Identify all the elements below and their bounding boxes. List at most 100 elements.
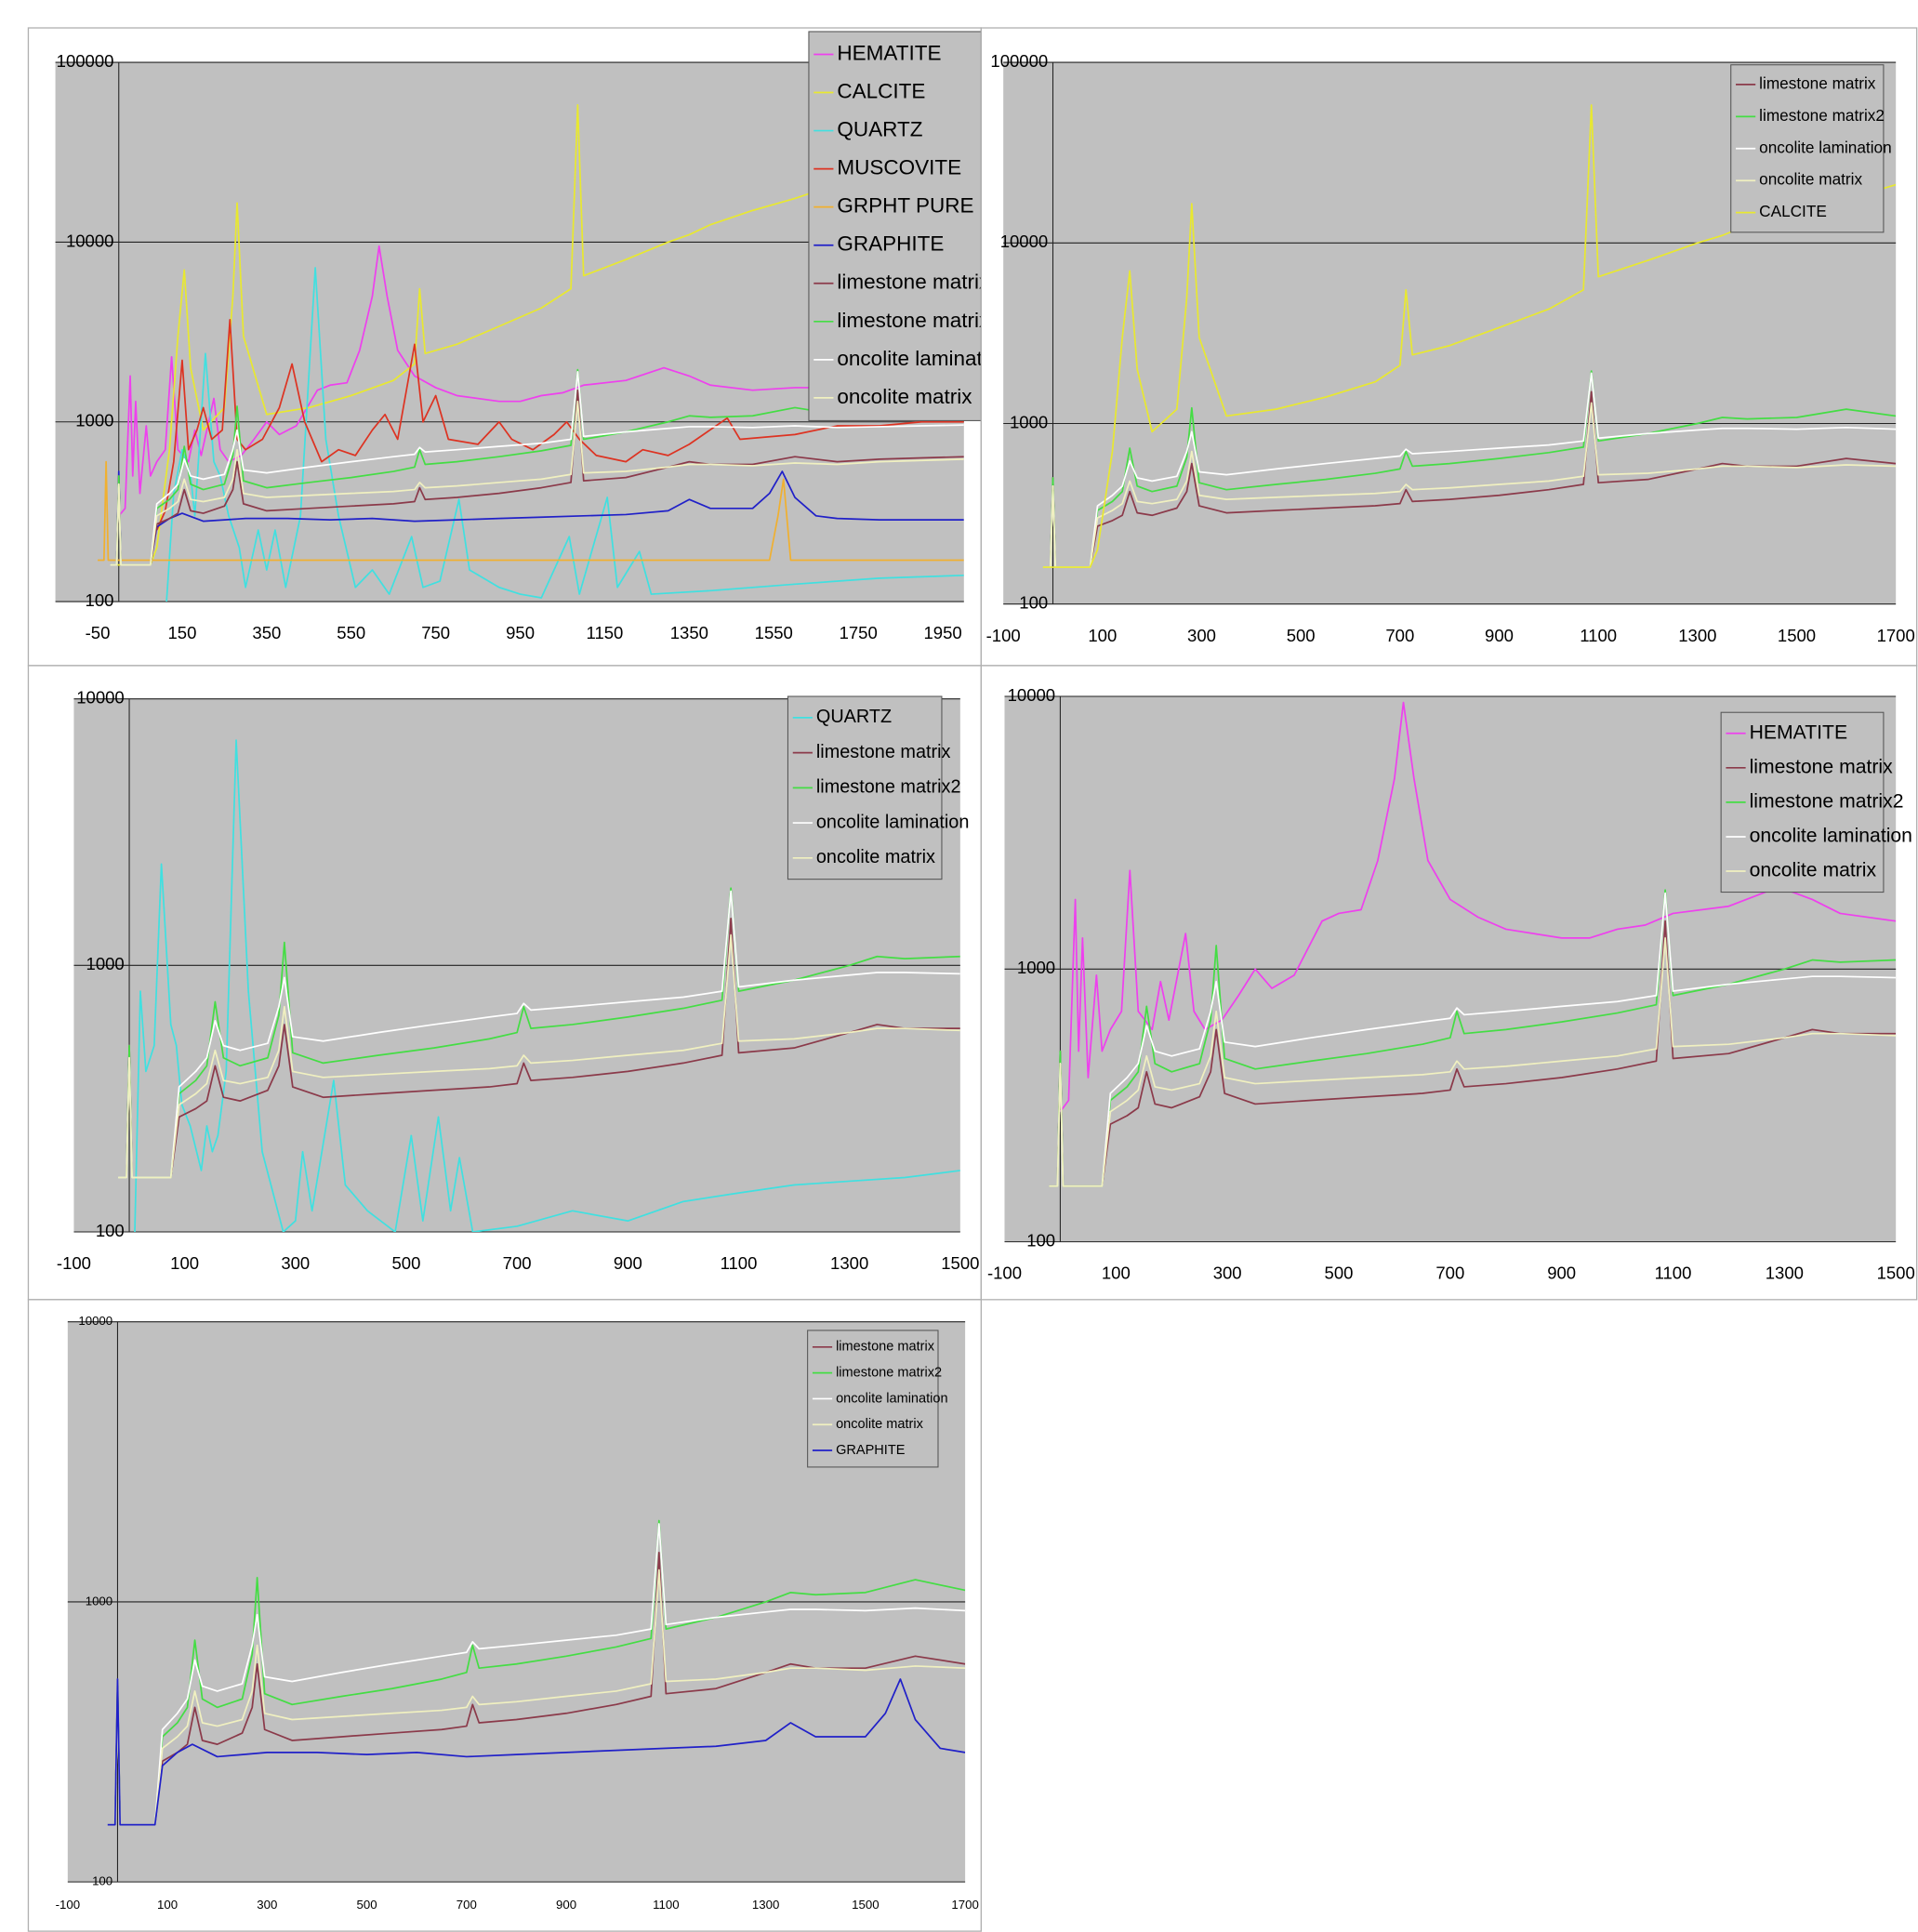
legend-label: limestone matrix [836, 1340, 935, 1355]
x-tick-label: 700 [1435, 1264, 1464, 1283]
legend-label: GRAPHITE [836, 1443, 906, 1458]
x-tick-label: 1300 [1678, 626, 1716, 645]
legend-label: limestone matrix [816, 742, 951, 762]
y-tick-label: 10000 [1008, 685, 1056, 705]
series-line [165, 267, 964, 602]
legend-label: limestone matrix [837, 271, 990, 294]
x-tick-label: 350 [252, 623, 281, 642]
series-line [110, 400, 964, 566]
legend-box [1730, 64, 1885, 233]
x-tick-label: 900 [1547, 1264, 1576, 1283]
legend-box [808, 31, 982, 421]
series-group [118, 739, 960, 1233]
series-line [1042, 104, 1897, 568]
legend-label: oncolite lamination [836, 1391, 948, 1406]
series-line [107, 1678, 966, 1826]
x-tick-label: 1100 [721, 1253, 758, 1273]
legend-label: oncolite matrix [1750, 860, 1877, 881]
series-line [118, 245, 964, 517]
legend-label: limestone matrix2 [1759, 106, 1885, 125]
legend-label: limestone matrix2 [837, 309, 1000, 332]
x-tick-label: 1700 [951, 1898, 978, 1912]
legend-label: HEMATITE [1750, 721, 1847, 743]
y-tick-label: 100 [1019, 593, 1048, 613]
x-tick-label: 150 [167, 623, 196, 642]
y-tick-label: 100000 [57, 51, 114, 71]
legend-label: GRPHT PURE [837, 194, 973, 218]
legend-label: oncolite matrix [837, 385, 972, 408]
y-tick-label: 10000 [78, 1314, 112, 1328]
series-group [1042, 104, 1897, 568]
x-tick-label: 900 [556, 1898, 576, 1912]
series-line [155, 319, 964, 531]
x-tick-label: -100 [986, 626, 1021, 645]
series-line [1049, 937, 1897, 1187]
legend-label: oncolite lamination [816, 812, 970, 832]
legend-label: QUARTZ [816, 707, 892, 727]
x-tick-label: 1500 [941, 1253, 979, 1273]
x-tick-label: 700 [503, 1253, 532, 1273]
x-tick-label: -100 [56, 1898, 80, 1912]
x-tick-label: 1300 [830, 1253, 868, 1273]
x-tick-label: 1150 [587, 623, 624, 642]
series-line [98, 460, 964, 562]
x-tick-label: 100 [157, 1898, 178, 1912]
x-tick-label: 100 [170, 1253, 199, 1273]
series-group [107, 1519, 966, 1826]
x-tick-label: 900 [1485, 626, 1514, 645]
legend-label: GRAPHITE [837, 232, 944, 256]
legend-label: oncolite matrix [816, 847, 935, 867]
x-tick-label: 700 [1385, 626, 1414, 645]
legend-label: limestone matrix2 [816, 777, 961, 798]
legend-label: limestone matrix2 [1750, 790, 1904, 812]
y-tick-label: 1000 [86, 954, 125, 973]
y-tick-label: 100 [1026, 1230, 1055, 1250]
x-tick-label: 1350 [670, 623, 708, 642]
x-tick-label: -50 [86, 623, 111, 642]
x-tick-label: 100 [1088, 626, 1117, 645]
legend-label: oncolite lamination [1750, 826, 1912, 847]
y-tick-label: 100 [96, 1221, 125, 1240]
y-tick-label: 10000 [66, 231, 114, 250]
x-tick-label: 1500 [852, 1898, 879, 1912]
x-tick-label: 1500 [1877, 1264, 1915, 1283]
x-tick-label: 1300 [752, 1898, 779, 1912]
y-tick-label: 1000 [1010, 412, 1048, 431]
x-tick-label: 750 [421, 623, 450, 642]
x-tick-label: 1500 [1778, 626, 1816, 645]
legend-box [787, 695, 943, 880]
series-line [134, 739, 960, 1233]
x-tick-label: 500 [1287, 626, 1316, 645]
legend-label: QUARTZ [837, 118, 922, 141]
legend-label: limestone matrix2 [836, 1365, 942, 1380]
y-tick-label: 100 [86, 590, 114, 610]
legend-label: CALCITE [1759, 202, 1827, 220]
x-tick-label: 1950 [923, 623, 961, 642]
x-tick-label: 550 [337, 623, 365, 642]
x-tick-label: -100 [57, 1253, 91, 1273]
x-tick-label: 1700 [1877, 626, 1915, 645]
x-tick-label: 1750 [840, 623, 878, 642]
x-tick-label: 300 [1187, 626, 1216, 645]
series-group [1049, 701, 1897, 1187]
legend-box [1720, 711, 1885, 893]
y-tick-label: 1000 [1017, 958, 1055, 977]
legend-label: HEMATITE [837, 41, 941, 64]
x-tick-label: 1100 [1580, 626, 1617, 645]
legend-label: CALCITE [837, 79, 925, 102]
x-tick-label: 500 [1325, 1264, 1354, 1283]
y-tick-label: 1000 [75, 411, 113, 430]
y-tick-label: 100000 [990, 51, 1048, 71]
x-tick-label: 300 [1213, 1264, 1242, 1283]
x-tick-label: 1100 [1655, 1264, 1692, 1283]
x-tick-label: -100 [987, 1264, 1022, 1283]
y-tick-label: 100 [92, 1874, 112, 1888]
legend-label: oncolite matrix [1759, 170, 1862, 189]
legend-label: limestone matrix [1759, 73, 1876, 92]
x-tick-label: 1100 [653, 1898, 679, 1912]
series-line [1059, 701, 1897, 1113]
x-tick-label: 950 [506, 623, 535, 642]
x-tick-label: 300 [281, 1253, 310, 1273]
